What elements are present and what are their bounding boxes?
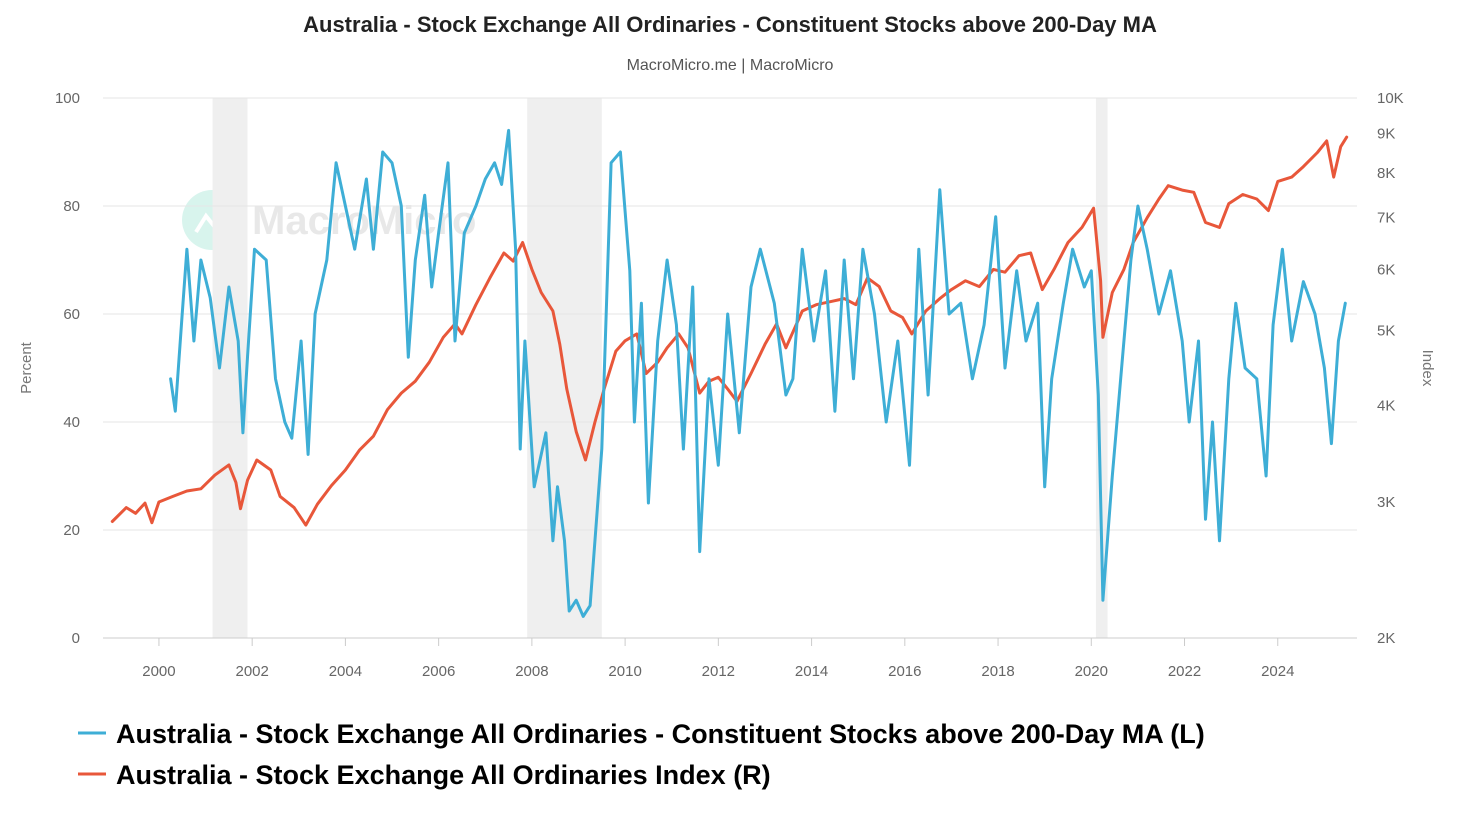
gridlines-group [103,97,1357,531]
legend-label: Australia - Stock Exchange All Ordinarie… [116,719,1205,749]
x-tick-label: 2006 [422,663,455,680]
x-tick-label: 2012 [702,663,735,680]
series-line-index [110,135,1349,527]
recession-band [1095,98,1108,638]
x-tick-label: 2002 [235,663,268,680]
x-axis-ticks: 2000 2002 2004 2006 2008 2010 2012 2014 2016 2018… [142,638,1294,680]
y-right-tick-label: 5K [1377,323,1395,340]
y-right-axis-ticks: 2K 3K 4K 5K 6K 7K 8K 9K 10K [1377,90,1404,647]
x-tick-label: 2022 [1168,663,1201,680]
recession-band [212,98,248,638]
y-right-tick-label: 7K [1377,210,1395,227]
y-left-tick-label: 100 [55,90,80,107]
x-tick-label: 2008 [515,663,548,680]
y-right-tick-label: 6K [1377,261,1395,278]
y-right-tick-label: 8K [1377,165,1395,182]
y-right-tick-label: 10K [1377,90,1404,107]
y-left-tick-label: 60 [63,306,80,323]
y-right-tick-label: 3K [1377,494,1395,511]
y-left-tick-label: 0 [72,630,80,647]
x-tick-label: 2018 [981,663,1014,680]
chart-subtitle: MacroMicro.me | MacroMicro [627,57,834,74]
y-right-axis-title: Index [1419,350,1436,387]
x-tick-label: 2010 [608,663,641,680]
x-tick-label: 2016 [888,663,921,680]
series-line-percent [169,128,1347,618]
y-left-tick-label: 40 [63,414,80,431]
legend: Australia - Stock Exchange All Ordinarie… [78,719,1205,790]
y-left-tick-label: 80 [63,198,80,215]
y-left-axis-ticks: 0 20 40 60 80 100 [55,90,80,647]
x-tick-label: 2024 [1261,663,1294,680]
x-tick-label: 2014 [795,663,828,680]
x-tick-label: 2000 [142,663,175,680]
legend-label: Australia - Stock Exchange All Ordinarie… [116,760,771,790]
y-right-tick-label: 9K [1377,125,1395,142]
series-group [110,128,1349,618]
y-left-axis-title: Percent [18,341,35,394]
y-right-tick-label: 2K [1377,630,1395,647]
x-tick-label: 2004 [329,663,362,680]
chart-title: Australia - Stock Exchange All Ordinarie… [303,12,1157,37]
y-left-tick-label: 20 [63,522,80,539]
y-right-tick-label: 4K [1377,397,1395,414]
x-tick-label: 2020 [1075,663,1108,680]
